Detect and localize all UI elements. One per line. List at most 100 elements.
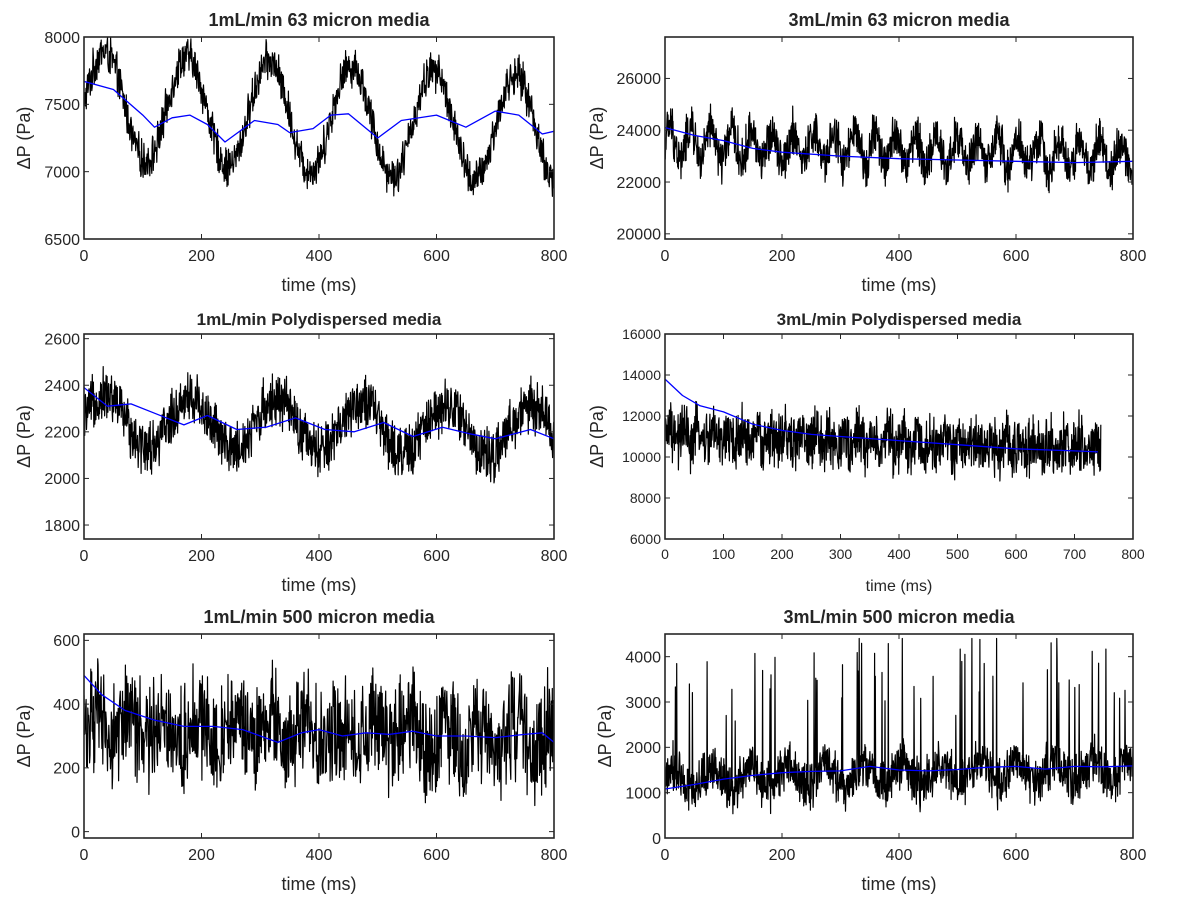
x-axis-label: time (ms) (282, 874, 357, 894)
x-axis-label: time (ms) (862, 275, 937, 295)
x-tick-label: 200 (769, 847, 796, 864)
moving-average-line (84, 674, 554, 744)
moving-average-line (665, 765, 1133, 790)
y-tick-label: 12000 (622, 408, 661, 424)
x-tick-label: 0 (661, 546, 669, 562)
x-tick-label: 200 (769, 248, 796, 265)
series-group (84, 658, 554, 807)
subplot-4: 0 100 200 300 400 500 600 700 800 6000 8000 10000 12… (587, 310, 1145, 595)
y-tick-label: 0 (652, 831, 661, 848)
y-tick-label: 22000 (617, 175, 662, 192)
series-group (84, 37, 554, 197)
chart-title: 3mL/min 63 micron media (788, 10, 1010, 30)
y-tick-label: 6000 (630, 531, 661, 547)
chart-title: 1mL/min 63 micron media (208, 10, 430, 30)
x-tick-label: 600 (423, 248, 450, 265)
x-tick-label: 800 (541, 548, 568, 565)
y-tick-label: 1000 (625, 785, 661, 802)
y-tick-label: 2000 (625, 740, 661, 757)
y-axis-label: ΔP (Pa) (14, 405, 34, 468)
y-tick-label: 7000 (44, 164, 80, 181)
x-tick-label: 700 (1063, 546, 1087, 562)
series-group (665, 637, 1133, 815)
y-tick-label: 1800 (44, 518, 80, 535)
raw-pressure-line (84, 37, 554, 197)
x-tick-label: 200 (188, 548, 215, 565)
series-group (665, 378, 1102, 482)
x-axis-label: time (ms) (866, 578, 933, 595)
x-tick-label: 0 (661, 847, 670, 864)
chart-title: 3mL/min Polydispersed media (777, 310, 1022, 329)
x-tick-label: 400 (886, 248, 913, 265)
y-tick-label: 400 (53, 697, 80, 714)
x-tick-label: 0 (661, 248, 670, 265)
y-tick-label: 2400 (44, 378, 80, 395)
y-tick-label: 3000 (625, 695, 661, 712)
x-axis-label: time (ms) (282, 575, 357, 595)
y-tick-label: 26000 (617, 71, 662, 88)
x-tick-label: 500 (946, 546, 970, 562)
y-tick-label: 2000 (44, 471, 80, 488)
x-tick-label: 400 (306, 248, 333, 265)
moving-average-line (84, 387, 554, 440)
chart-title: 3mL/min 500 micron media (783, 607, 1015, 627)
x-tick-label: 800 (1120, 248, 1147, 265)
raw-pressure-line (665, 400, 1102, 482)
chart-title: 1mL/min 500 micron media (203, 607, 435, 627)
x-tick-label: 600 (1003, 847, 1030, 864)
series-group (665, 103, 1133, 194)
y-tick-label: 16000 (622, 326, 661, 342)
y-axis-label: ΔP (Pa) (14, 107, 34, 170)
plot-area (665, 634, 1133, 838)
subplot-2: 0 200 400 600 800 20000 22000 24000 26000 3mL/min… (587, 10, 1146, 295)
subplot-3: 0 200 400 600 800 1800 2000 2200 2400 2600 1mL/min… (14, 310, 567, 595)
moving-average-line (665, 126, 1133, 164)
x-tick-label: 800 (541, 847, 568, 864)
y-tick-label: 2600 (44, 331, 80, 348)
y-tick-label: 2200 (44, 425, 80, 442)
x-tick-label: 600 (423, 548, 450, 565)
y-tick-label: 10000 (622, 449, 661, 465)
y-axis-label: ΔP (Pa) (587, 107, 607, 170)
x-tick-label: 0 (80, 548, 89, 565)
x-axis-label: time (ms) (282, 275, 357, 295)
raw-pressure-line (84, 658, 554, 807)
x-tick-label: 400 (887, 546, 911, 562)
x-tick-label: 400 (886, 847, 913, 864)
raw-pressure-line (665, 103, 1133, 194)
x-tick-label: 600 (1004, 546, 1028, 562)
x-tick-label: 300 (829, 546, 853, 562)
y-tick-label: 24000 (617, 123, 662, 140)
x-tick-label: 200 (188, 248, 215, 265)
series-group (84, 366, 554, 484)
y-axis-label: ΔP (Pa) (587, 405, 607, 468)
y-tick-label: 20000 (617, 227, 662, 244)
x-tick-label: 0 (80, 248, 89, 265)
x-tick-label: 800 (1121, 546, 1145, 562)
x-axis-label: time (ms) (862, 874, 937, 894)
x-tick-label: 400 (306, 548, 333, 565)
x-tick-label: 100 (712, 546, 736, 562)
y-tick-label: 8000 (630, 490, 661, 506)
raw-pressure-line (665, 637, 1133, 815)
x-tick-label: 600 (1003, 248, 1030, 265)
raw-pressure-line (84, 366, 554, 484)
y-tick-label: 6500 (44, 232, 80, 249)
y-tick-label: 4000 (625, 649, 661, 666)
y-tick-label: 8000 (44, 30, 80, 47)
plot-area (84, 37, 554, 239)
x-tick-label: 800 (541, 248, 568, 265)
x-tick-label: 0 (80, 847, 89, 864)
y-tick-label: 600 (53, 633, 80, 650)
x-tick-label: 600 (423, 847, 450, 864)
y-axis-label: ΔP (Pa) (14, 705, 34, 768)
subplot-5: 0 200 400 600 800 0 200 400 600 1mL/min 500 micro… (14, 607, 567, 894)
subplot-1: 0 200 400 600 800 6500 7000 7500 8000 1mL/min 63 … (14, 10, 567, 295)
subplot-6: 0 200 400 600 800 0 1000 2000 3000 4000 3mL/min 50… (595, 607, 1146, 894)
x-tick-label: 400 (306, 847, 333, 864)
x-tick-label: 800 (1120, 847, 1147, 864)
moving-average-line (84, 80, 554, 143)
y-tick-label: 7500 (44, 97, 80, 114)
y-tick-label: 14000 (622, 367, 661, 383)
